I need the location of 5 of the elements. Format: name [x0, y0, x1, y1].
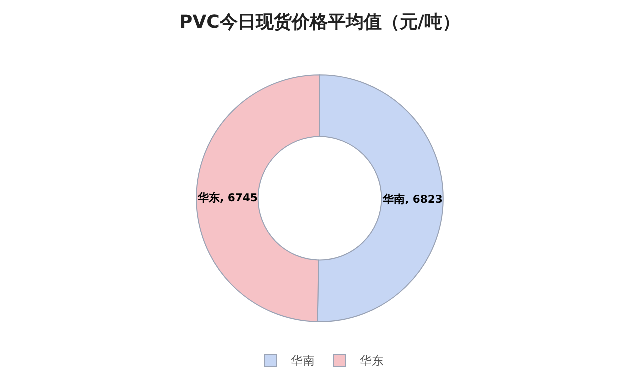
- legend-label: 华南: [291, 354, 315, 368]
- data-label: 华南, 6823: [382, 192, 443, 206]
- chart-title: PVC今日现货价格平均值（元/吨）: [180, 12, 460, 33]
- legend-label: 华东: [360, 354, 384, 368]
- data-label: 华东, 6745: [196, 191, 258, 204]
